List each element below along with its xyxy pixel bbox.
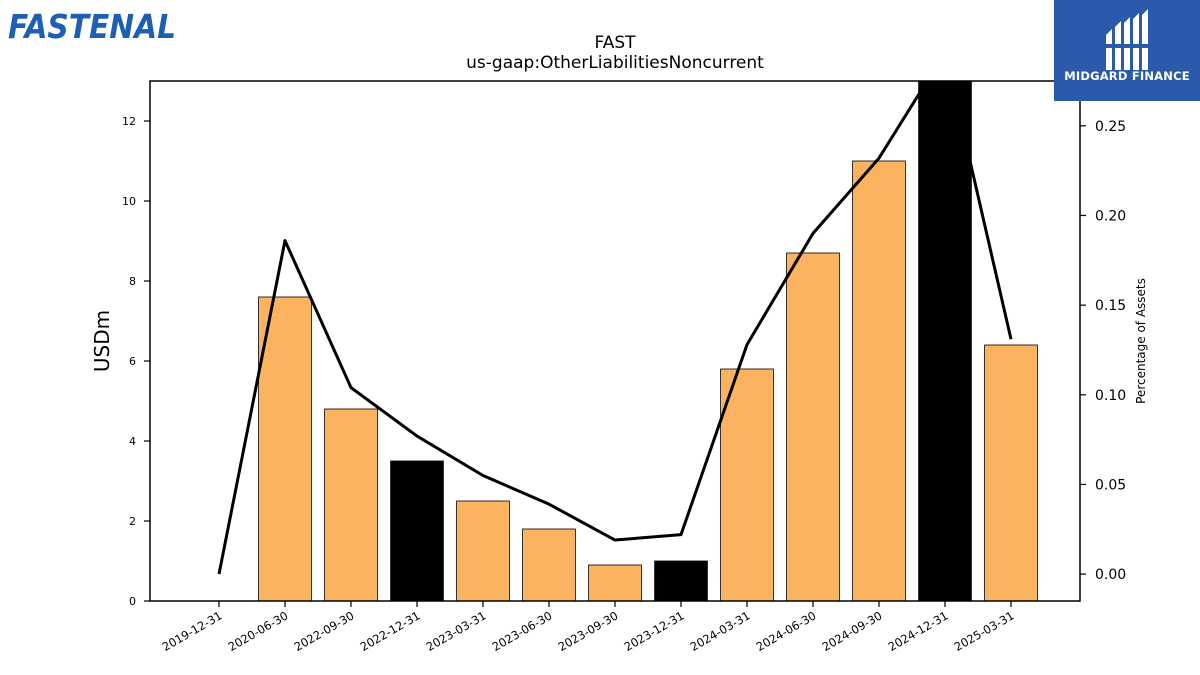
- y-tick-label: 0: [129, 595, 136, 608]
- y2-tick-label: 0.20: [1095, 208, 1126, 224]
- x-tick-label: 2023-12-31: [622, 608, 687, 654]
- bar: [984, 344, 1038, 601]
- y-tick-label: 6: [129, 355, 136, 368]
- x-tick-label: 2024-03-31: [688, 608, 753, 654]
- x-tick-label: 2023-06-30: [490, 608, 555, 654]
- y-tick-label: 10: [122, 195, 136, 208]
- bar: [390, 460, 444, 601]
- chart-title: FAST: [594, 33, 636, 53]
- midgard-finance-logo: MIDGARD FINANCE: [1054, 0, 1200, 101]
- bar: [324, 408, 378, 601]
- x-tick-label: 2024-09-30: [820, 608, 885, 654]
- x-tick-label: 2022-12-31: [358, 608, 423, 654]
- y2-tick-label: 0.15: [1095, 298, 1126, 314]
- fastenal-logo-text: FASTENAL: [8, 7, 176, 44]
- y-tick-label: 12: [122, 115, 136, 128]
- chart-subtitle: us-gaap:OtherLiabilitiesNoncurrent: [466, 53, 764, 73]
- y2-tick-label: 0.25: [1095, 119, 1126, 135]
- y2-tick-label: 0.05: [1095, 477, 1126, 493]
- midgard-emblem-icon: [1106, 9, 1148, 70]
- x-tick-label: 2024-12-31: [886, 608, 951, 654]
- bar: [456, 500, 510, 601]
- y-tick-label: 4: [129, 435, 136, 448]
- x-tick-label: 2024-06-30: [754, 608, 819, 654]
- x-tick-label: 2020-06-30: [226, 608, 291, 654]
- y-axis-label: USDm: [90, 310, 114, 372]
- bar: [588, 564, 642, 601]
- y2-tick-label: 0.10: [1095, 388, 1126, 404]
- y-tick-label: 8: [129, 275, 136, 288]
- x-tick-label: 2019-12-31: [160, 608, 225, 654]
- bar: [786, 252, 840, 601]
- x-tick-label: 2023-09-30: [556, 608, 621, 654]
- y2-tick-label: 0.00: [1095, 567, 1126, 583]
- bar: [654, 560, 708, 601]
- x-tick-label: 2023-03-31: [424, 608, 489, 654]
- bar: [720, 368, 774, 601]
- y2-axis-label: Percentage of Assets: [1134, 278, 1148, 404]
- x-tick-label: 2025-03-31: [952, 608, 1017, 654]
- midgard-finance-text: MIDGARD FINANCE: [1064, 69, 1190, 83]
- bar: [918, 81, 972, 601]
- bar: [258, 296, 312, 601]
- series-line: [217, 81, 1013, 575]
- bar: [522, 528, 576, 601]
- fastenal-logo: FASTENAL: [6, 4, 186, 48]
- bar: [852, 160, 906, 601]
- x-tick-label: 2022-09-30: [292, 608, 357, 654]
- y-tick-label: 2: [129, 515, 136, 528]
